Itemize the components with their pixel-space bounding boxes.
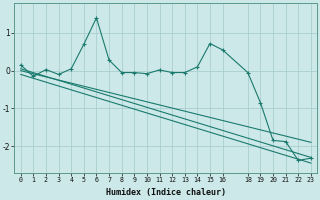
X-axis label: Humidex (Indice chaleur): Humidex (Indice chaleur) — [106, 188, 226, 197]
